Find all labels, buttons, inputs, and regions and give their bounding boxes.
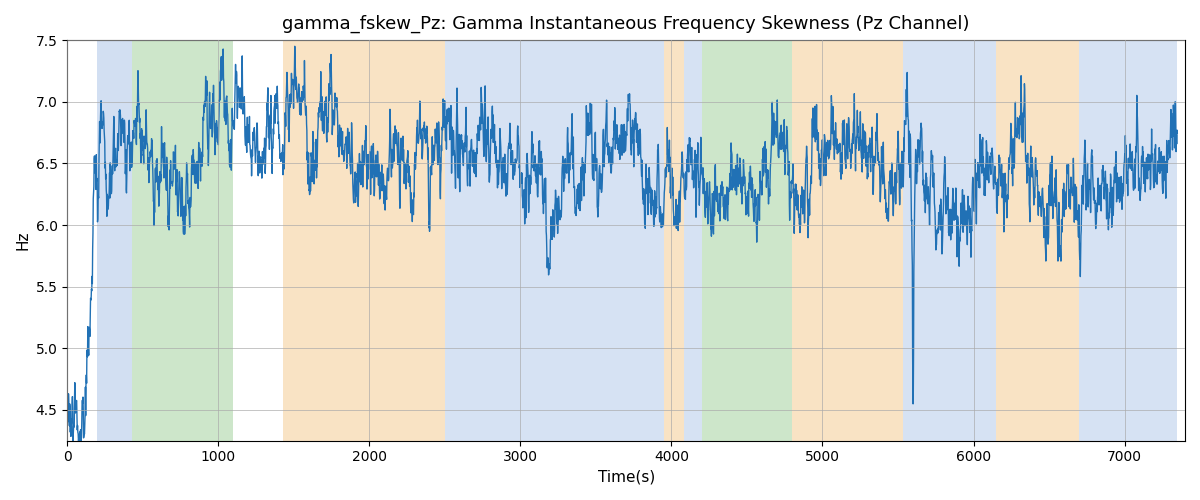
- Title: gamma_fskew_Pz: Gamma Instantaneous Frequency Skewness (Pz Channel): gamma_fskew_Pz: Gamma Instantaneous Freq…: [282, 15, 970, 34]
- X-axis label: Time(s): Time(s): [598, 470, 655, 485]
- Bar: [792, 40, 902, 440]
- Bar: [664, 40, 684, 440]
- Bar: [996, 40, 1079, 440]
- Bar: [902, 40, 996, 440]
- Bar: [1079, 40, 1177, 440]
- Bar: [97, 40, 132, 440]
- Bar: [283, 40, 445, 440]
- Y-axis label: Hz: Hz: [16, 230, 30, 250]
- Bar: [445, 40, 664, 440]
- Bar: [132, 40, 234, 440]
- Bar: [684, 40, 702, 440]
- Bar: [702, 40, 792, 440]
